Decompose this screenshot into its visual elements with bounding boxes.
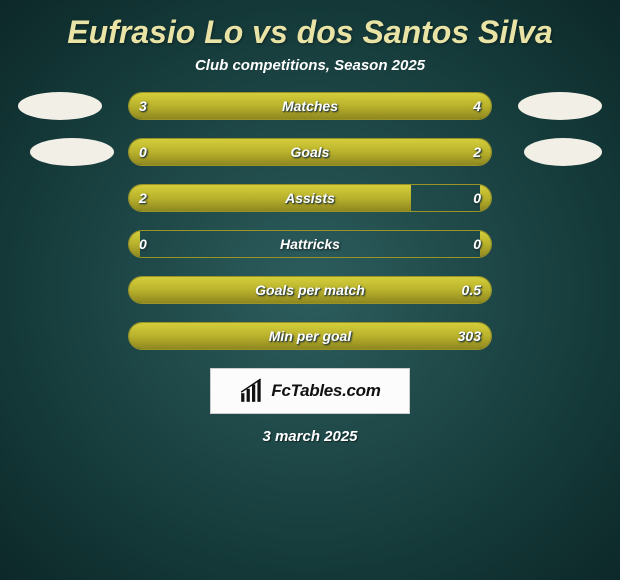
value-right: 4	[473, 98, 481, 114]
value-right: 0	[473, 236, 481, 252]
metric-label: Goals	[291, 144, 330, 160]
value-right: 0.5	[462, 282, 481, 298]
brand-text: FcTables.com	[271, 381, 380, 401]
value-right: 2	[473, 144, 481, 160]
stat-bar: 303 Min per goal	[128, 322, 492, 350]
page-title: Eufrasio Lo vs dos Santos Silva	[0, 0, 620, 57]
team-right-logo	[518, 92, 602, 120]
chart-date: 3 march 2025	[0, 428, 620, 445]
value-left: 0	[139, 144, 147, 160]
value-right: 0	[473, 190, 481, 206]
stat-bar: 3 4 Matches	[128, 92, 492, 120]
brand-badge: FcTables.com	[210, 368, 410, 414]
value-right: 303	[458, 328, 481, 344]
value-left: 2	[139, 190, 147, 206]
team-right-logo	[524, 138, 602, 166]
bars-icon	[239, 378, 265, 404]
team-left-logo	[30, 138, 114, 166]
metric-label: Hattricks	[280, 236, 340, 252]
stat-bar: 2 0 Assists	[128, 184, 492, 212]
stat-bar: 0.5 Goals per match	[128, 276, 492, 304]
comparison-chart: 3 4 Matches 0 2 Goals 2 0 Assists 0 0 Hattricks 0.5 G…	[0, 92, 620, 350]
value-left: 0	[139, 236, 147, 252]
stat-row: 3 4 Matches	[18, 92, 602, 120]
stat-bar: 0 0 Hattricks	[128, 230, 492, 258]
stat-row: 0 0 Hattricks	[18, 230, 602, 258]
metric-label: Min per goal	[269, 328, 351, 344]
metric-label: Assists	[285, 190, 335, 206]
stat-row: 0.5 Goals per match	[18, 276, 602, 304]
metric-label: Matches	[282, 98, 338, 114]
team-left-logo	[18, 92, 102, 120]
metric-label: Goals per match	[255, 282, 365, 298]
subtitle: Club competitions, Season 2025	[0, 57, 620, 92]
stat-row: 2 0 Assists	[18, 184, 602, 212]
stat-bar: 0 2 Goals	[128, 138, 492, 166]
stat-row: 0 2 Goals	[18, 138, 602, 166]
value-left: 3	[139, 98, 147, 114]
stat-row: 303 Min per goal	[18, 322, 602, 350]
